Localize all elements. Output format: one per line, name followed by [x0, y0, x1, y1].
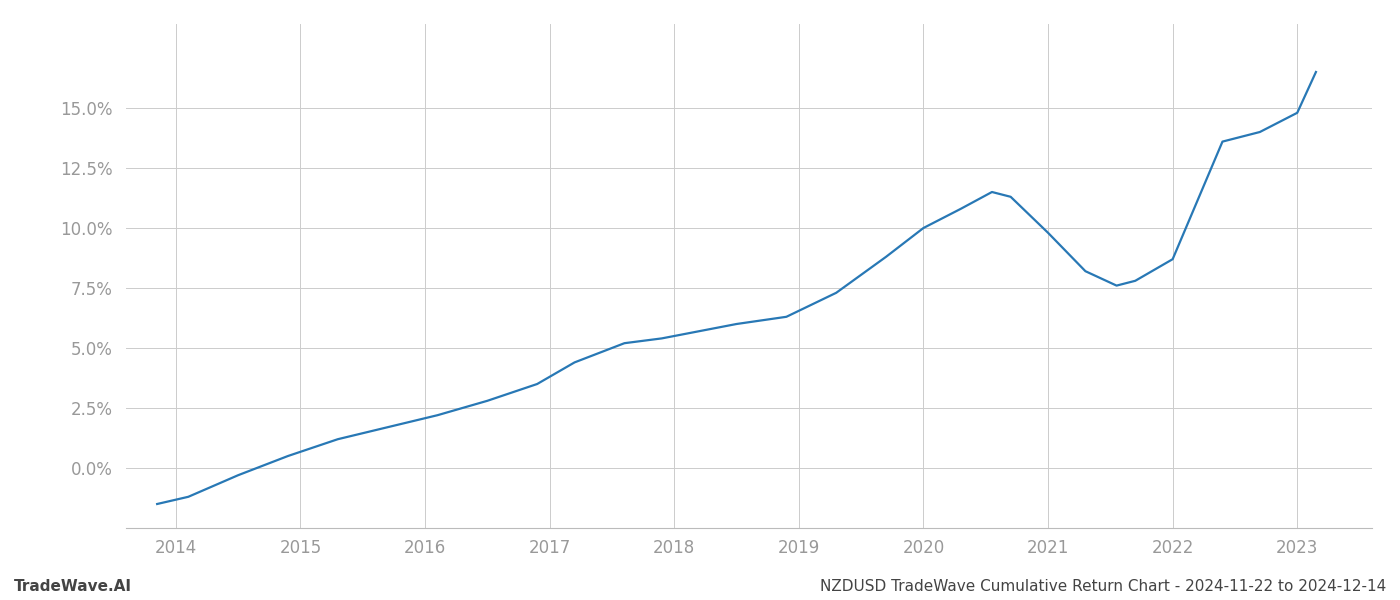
Text: TradeWave.AI: TradeWave.AI	[14, 579, 132, 594]
Text: NZDUSD TradeWave Cumulative Return Chart - 2024-11-22 to 2024-12-14: NZDUSD TradeWave Cumulative Return Chart…	[820, 579, 1386, 594]
